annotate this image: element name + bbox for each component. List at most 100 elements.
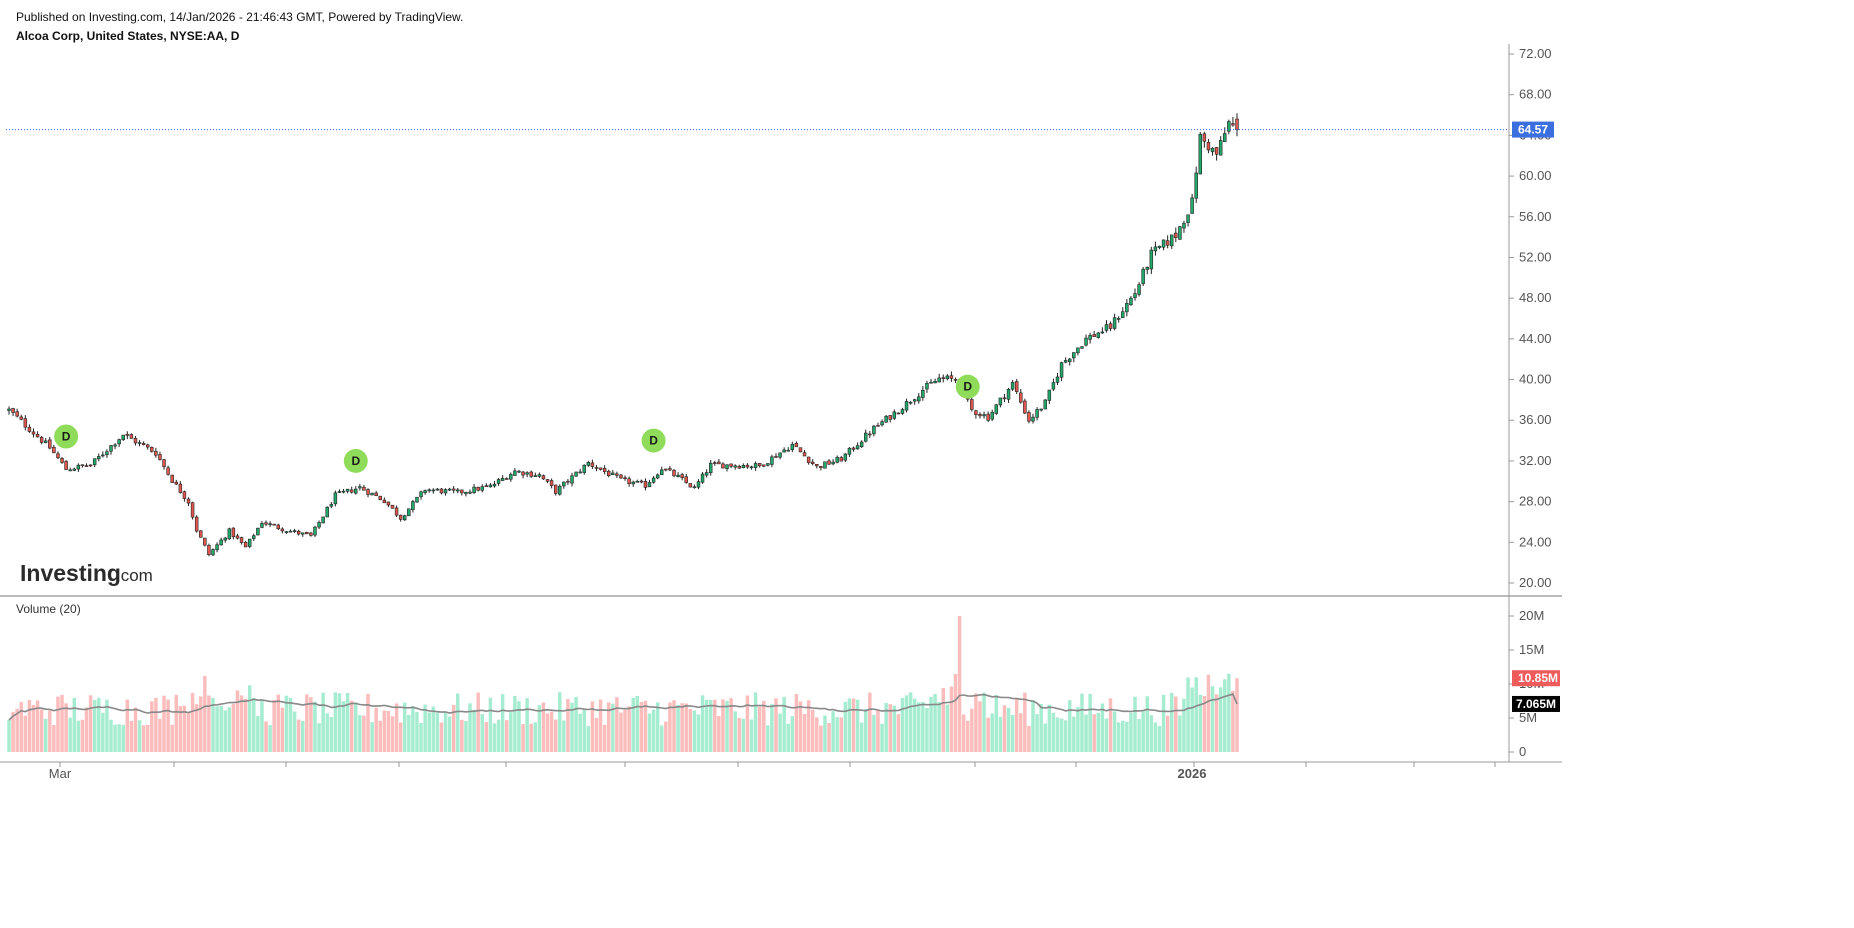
volume-bar	[1088, 693, 1092, 752]
candle-body	[207, 545, 211, 555]
volume-bar	[590, 701, 595, 752]
price-tick-label: 28.00	[1519, 494, 1552, 509]
candle	[810, 459, 815, 466]
candle	[1019, 389, 1023, 404]
candle-body	[1080, 346, 1084, 349]
candle-body	[782, 449, 786, 453]
volume-bar	[602, 724, 607, 752]
candle-body	[121, 434, 125, 441]
volume-ma-value: 7.065M	[1516, 697, 1556, 711]
candle-body	[1206, 142, 1211, 151]
volume-bar	[321, 692, 325, 752]
candle	[1104, 320, 1109, 333]
candle-body	[1218, 140, 1223, 156]
candle-body	[513, 470, 517, 476]
volume-bar	[655, 702, 660, 752]
price-axis: 72.0068.0064.0060.0056.0052.0048.0044.00…	[1509, 46, 1554, 590]
volume-bar	[35, 700, 40, 752]
candle	[145, 443, 150, 450]
candle	[1145, 266, 1149, 275]
volume-bar	[843, 701, 848, 752]
candle-body	[480, 486, 484, 491]
candle-body	[1043, 399, 1047, 410]
volume-bar	[76, 720, 81, 752]
candle-body	[978, 413, 982, 417]
candle-body	[517, 470, 521, 473]
volume-bar	[672, 700, 676, 752]
candle	[619, 473, 623, 479]
candle-body	[1223, 133, 1227, 143]
candle	[1116, 316, 1121, 323]
candle-body	[154, 451, 158, 456]
candle	[700, 471, 705, 484]
candle	[708, 459, 713, 476]
last-price-badge-bg	[1512, 121, 1554, 138]
candle-body	[341, 490, 346, 493]
volume-bar	[831, 711, 835, 752]
candle-body	[150, 447, 154, 452]
volume-bar	[737, 717, 742, 752]
candle	[247, 538, 252, 549]
candle	[411, 499, 415, 513]
candle	[937, 373, 941, 383]
candle-body	[974, 410, 978, 415]
volume-bar	[766, 725, 770, 752]
price-tick-label: 56.00	[1519, 209, 1552, 224]
candle	[97, 453, 101, 462]
candle-body	[598, 467, 603, 470]
volume-bar	[325, 713, 329, 752]
candle	[688, 483, 693, 488]
volume-bar	[472, 709, 476, 752]
dividend-marker-label: D	[351, 454, 360, 468]
candle	[525, 471, 529, 478]
volume-bar	[92, 699, 97, 752]
candle	[1174, 227, 1178, 243]
candle	[370, 492, 374, 496]
candle-body	[280, 528, 285, 532]
candle	[88, 464, 93, 467]
candle-body	[39, 437, 44, 443]
candle	[125, 431, 130, 440]
candle	[660, 466, 664, 476]
volume-bar	[868, 692, 872, 752]
volume-bar	[594, 718, 599, 752]
volume-bar	[1214, 694, 1219, 752]
candle-body	[688, 483, 693, 488]
candle	[296, 529, 301, 536]
volume-bar	[558, 692, 562, 752]
candle	[606, 469, 611, 478]
candle-body	[566, 480, 570, 483]
candle	[439, 487, 444, 495]
volume-bar	[349, 700, 354, 752]
candle	[676, 472, 680, 478]
candle	[105, 449, 109, 458]
candle-body	[570, 475, 574, 484]
candle	[794, 441, 799, 448]
volume-bar	[660, 725, 664, 752]
candle-body	[105, 451, 109, 456]
volume-bar	[892, 705, 897, 752]
candle-body	[235, 535, 240, 539]
dividend-marker: D	[955, 374, 980, 399]
last-price-value: 64.57	[1518, 123, 1548, 137]
volume-bar	[109, 719, 113, 752]
volume-bar	[492, 723, 497, 752]
candle	[737, 464, 742, 469]
candle-body	[488, 484, 493, 488]
candle-body	[888, 415, 892, 420]
candle	[566, 478, 570, 485]
candle-body	[394, 507, 399, 516]
volume-pane	[7, 616, 1239, 752]
candle	[133, 435, 138, 446]
volume-bar	[810, 709, 815, 752]
candle-body	[158, 454, 162, 460]
volume-bar	[606, 702, 611, 752]
candle	[717, 458, 721, 465]
candle-body	[411, 501, 415, 510]
candle-body	[1039, 408, 1043, 411]
candle	[170, 474, 174, 484]
volume-bar	[839, 717, 843, 752]
candle	[11, 407, 15, 417]
candle	[194, 515, 199, 533]
